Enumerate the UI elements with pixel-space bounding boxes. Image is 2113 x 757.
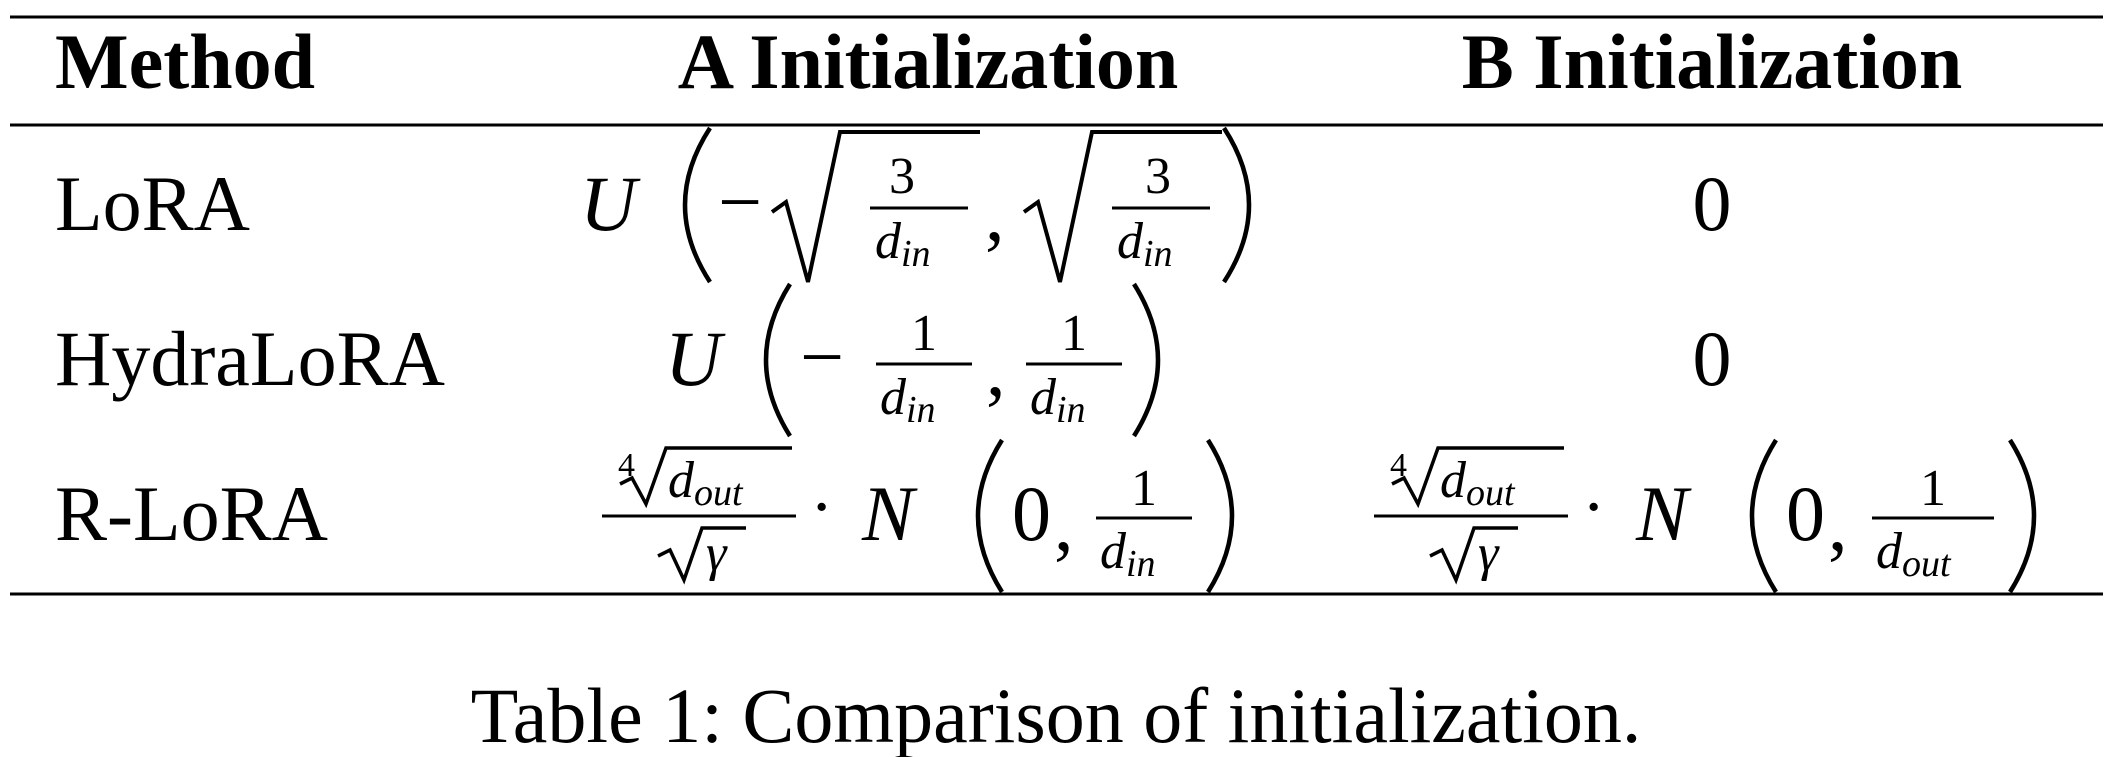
gamma-symbol: γ [706, 525, 728, 582]
sqrt-sign [657, 526, 746, 585]
table-row: HydraLoRA U − 1 din , 1 din 0 [55, 282, 1732, 438]
root-radicand: dout [1440, 452, 1516, 514]
r-lora-a-formula: 4 dout γ · N 0 , 1 din [602, 438, 1235, 594]
cdot: · [1582, 469, 1605, 546]
fraction-numerator: 1 [1920, 460, 1946, 517]
comma: , [1828, 480, 1848, 567]
comma: , [1054, 480, 1074, 567]
sqrt-sign [1429, 526, 1518, 585]
dist-symbol: U [580, 160, 641, 247]
fraction-numerator: 3 [889, 148, 915, 205]
fraction-denominator: din [880, 369, 936, 431]
root-radicand: dout [668, 452, 744, 514]
table-row: R-LoRA 4 dout γ · N 0 , 1 din 4 dout [55, 438, 2037, 594]
fraction-numerator: 1 [1061, 305, 1087, 362]
table-caption: Table 1: Comparison of initialization. [471, 672, 1642, 757]
left-paren [763, 282, 792, 438]
header-method: Method [55, 18, 315, 105]
fraction-denominator: din [875, 213, 931, 275]
comma: , [986, 325, 1006, 412]
fourth-root-sign [1391, 446, 1564, 509]
left-paren [682, 126, 712, 284]
lora-b-value: 0 [1693, 160, 1732, 247]
method-hydralora: HydraLoRA [55, 315, 445, 402]
fraction-denominator: din [1100, 523, 1156, 585]
lora-a-formula: U − 3 din , 3 din [580, 126, 1252, 284]
minus-sign: − [718, 158, 762, 245]
method-lora: LoRA [55, 160, 250, 247]
header-a-initialization: A Initialization [678, 18, 1179, 105]
r-lora-b-formula: 4 dout γ · N 0 , 1 dout [1374, 438, 2037, 594]
fraction-denominator: din [1117, 213, 1173, 275]
minus-sign: − [800, 313, 844, 400]
gamma-symbol: γ [1478, 525, 1500, 582]
header-b-initialization: B Initialization [1462, 18, 1963, 105]
hydralora-b-value: 0 [1693, 315, 1732, 402]
left-paren [975, 438, 1004, 594]
dist-symbol: U [665, 315, 726, 402]
fraction-numerator: 3 [1145, 148, 1171, 205]
fraction-denominator: dout [1876, 523, 1952, 585]
dist-symbol: N [1635, 470, 1692, 557]
fraction-denominator: din [1030, 369, 1086, 431]
table-row: LoRA U − 3 din , 3 din 0 [55, 126, 1732, 284]
right-paren [1132, 282, 1161, 438]
zero-mean: 0 [1012, 470, 1051, 557]
header-row: Method A Initialization B Initialization [55, 18, 1962, 105]
zero-mean: 0 [1786, 470, 1825, 557]
right-paren [1206, 438, 1235, 594]
cdot: · [810, 469, 833, 546]
left-paren [1749, 438, 1778, 594]
hydralora-a-formula: U − 1 din , 1 din [665, 282, 1161, 438]
sqrt-sign [1022, 130, 1222, 283]
sqrt-sign [770, 130, 980, 283]
fourth-root-sign [619, 446, 792, 509]
comma: , [985, 170, 1005, 257]
method-r-lora: R-LoRA [55, 470, 328, 557]
right-paren [1222, 126, 1252, 284]
fraction-numerator: 1 [1131, 460, 1157, 517]
root-index: 4 [618, 447, 635, 484]
right-paren [2008, 438, 2037, 594]
dist-symbol: N [861, 470, 918, 557]
root-index: 4 [1390, 447, 1407, 484]
fraction-numerator: 1 [911, 305, 937, 362]
